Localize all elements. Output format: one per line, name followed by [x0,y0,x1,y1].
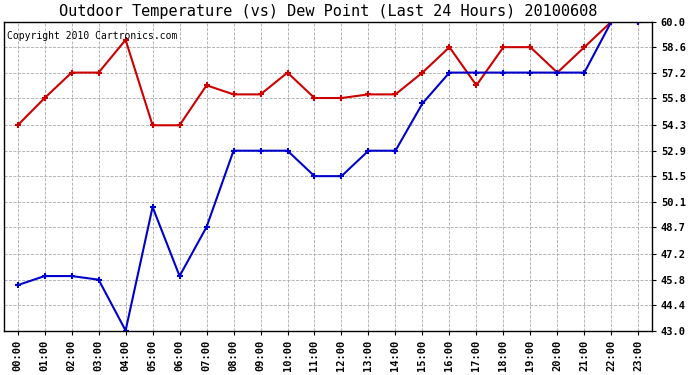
Title: Outdoor Temperature (vs) Dew Point (Last 24 Hours) 20100608: Outdoor Temperature (vs) Dew Point (Last… [59,4,597,19]
Text: Copyright 2010 Cartronics.com: Copyright 2010 Cartronics.com [8,31,178,41]
